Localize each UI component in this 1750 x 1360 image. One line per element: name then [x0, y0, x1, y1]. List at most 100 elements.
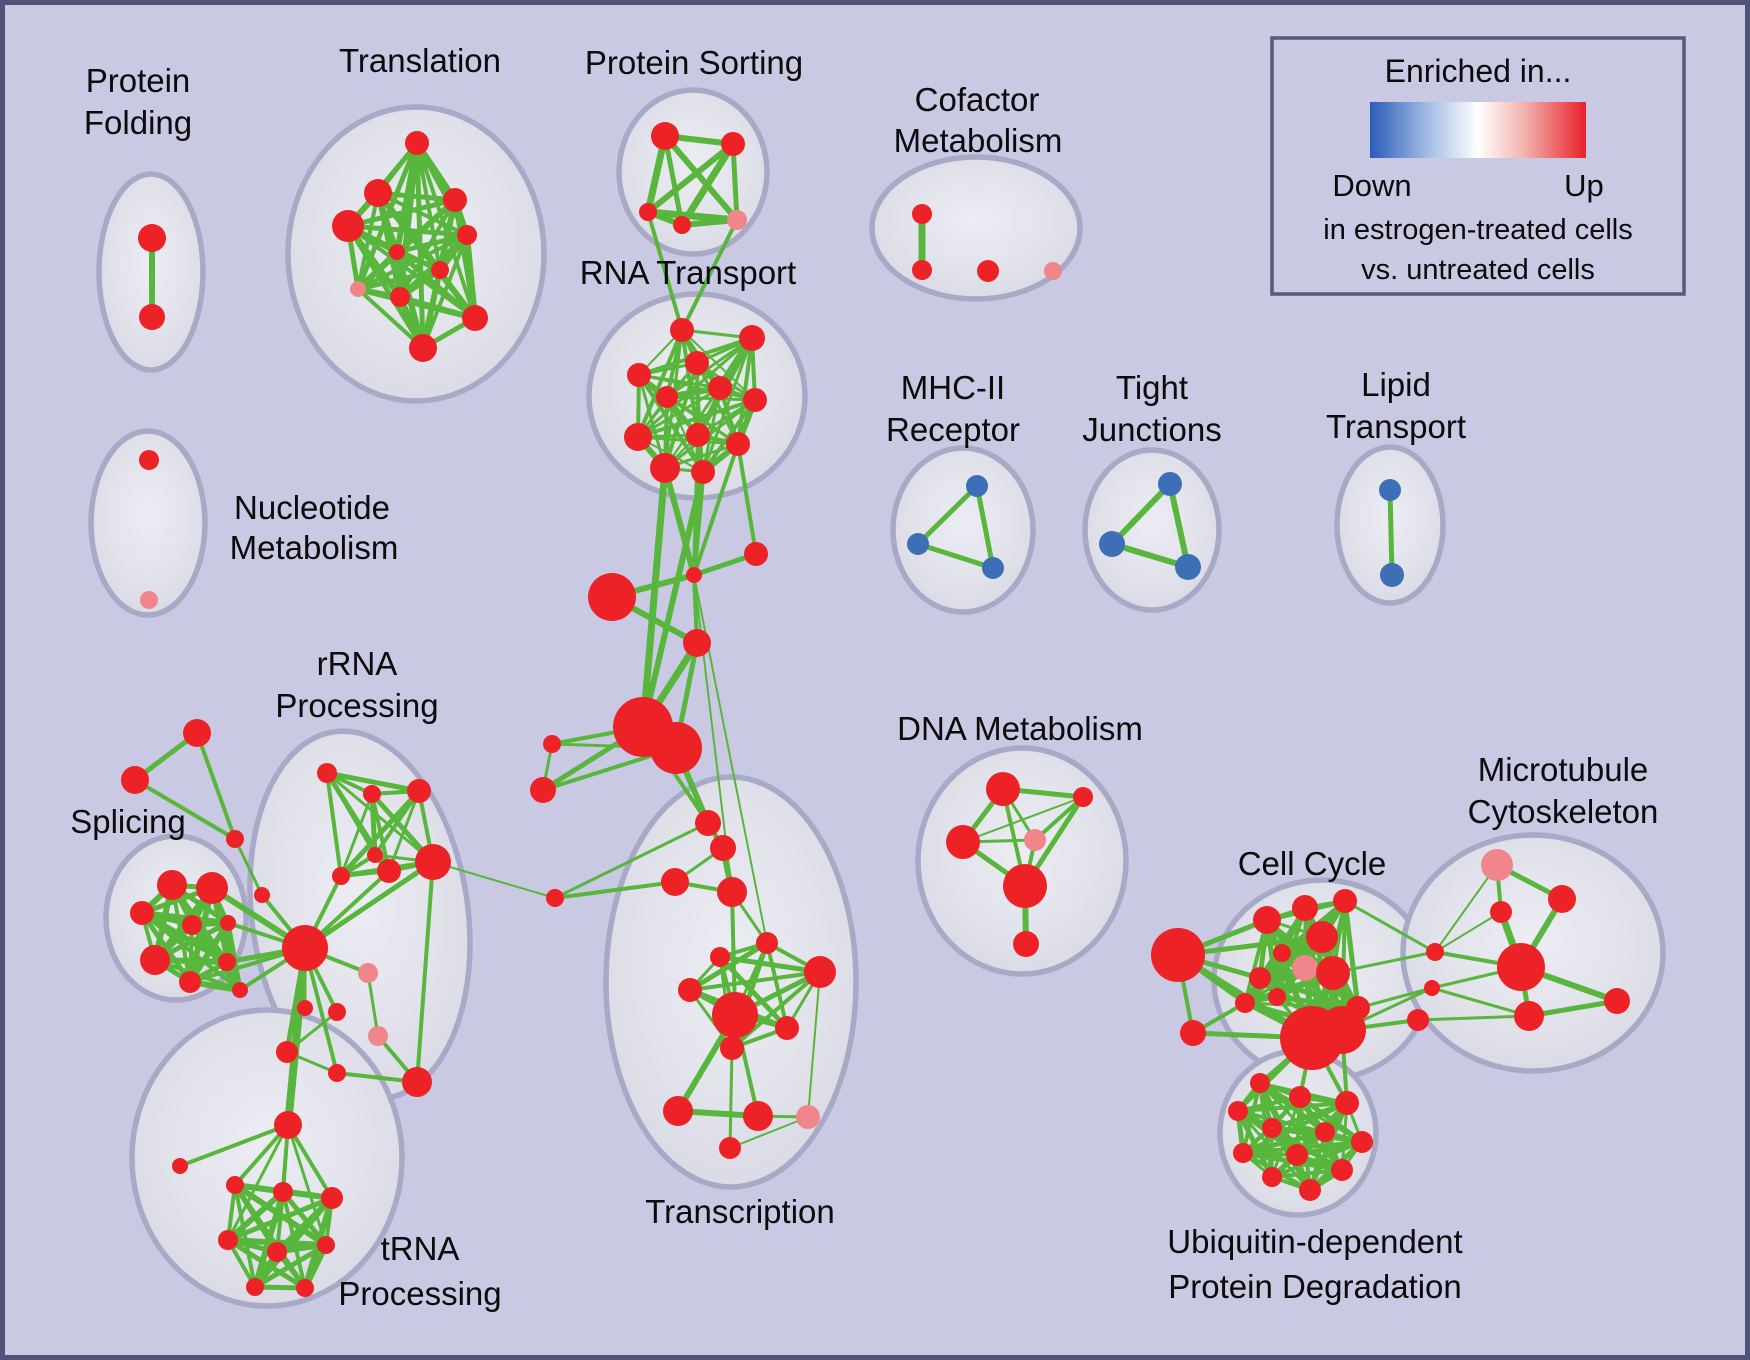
gene-set-node-t4 [332, 210, 364, 242]
cluster-label-protein-sorting-0: Protein Sorting [585, 44, 803, 81]
gene-set-node-cc3 [1292, 895, 1318, 921]
cluster-ellipse-tight-junctions [1082, 447, 1222, 613]
edge-rna-transport-mesh [638, 374, 756, 401]
gene-set-node-ps3 [639, 203, 657, 221]
gene-set-node-u4 [273, 1182, 293, 1202]
label-layer: Protein Folding Translation Protein Sorting… [70, 42, 1658, 1312]
edge [1430, 986, 1531, 1018]
gene-set-node-tr15 [719, 1137, 741, 1159]
cluster-label-mhc-ii-receptor-0: MHC-II [901, 369, 1005, 406]
edge [1416, 1014, 1531, 1022]
gene-set-node-mh2 [907, 533, 929, 555]
gene-set-node-rr2 [363, 785, 381, 803]
gene-set-node-rr1 [317, 763, 337, 783]
cluster-label-microtubule-cytoskeleton-1: Cytoskeleton [1468, 793, 1659, 830]
gene-set-node-u9 [246, 1278, 264, 1296]
gene-set-node-a2 [121, 766, 149, 794]
edge-ubiquitin-mesh [1270, 1168, 1344, 1179]
edge [1434, 864, 1498, 953]
gene-set-node-c4 [683, 629, 711, 657]
gene-set-node-o1 [1426, 943, 1444, 961]
gene-set-node-q6 [1315, 1122, 1335, 1142]
gene-set-node-pf2 [139, 304, 165, 330]
edge [233, 837, 264, 897]
gene-set-node-cf1 [912, 204, 932, 224]
edge [415, 860, 435, 1084]
edge-rna-transport-mesh [665, 336, 754, 399]
gene-set-node-rt2 [739, 325, 765, 351]
edge [962, 796, 1084, 843]
cluster-label-dna-metabolism-0: DNA Metabolism [897, 710, 1143, 747]
cluster-label-protein-folding-1: Folding [84, 104, 192, 141]
gene-set-node-c2 [744, 542, 768, 566]
edge-protein-sorting-mesh [645, 141, 736, 215]
gene-set-node-lp1 [1379, 479, 1401, 501]
edge [728, 1046, 734, 1150]
gene-set-node-s2 [196, 872, 228, 904]
gene-set-node-tr8 [678, 978, 702, 1002]
gene-set-node-t2 [364, 179, 392, 207]
edge [807, 971, 821, 1118]
gene-set-node-rt10 [726, 432, 750, 456]
gene-set-node-u7 [267, 1242, 287, 1262]
edge-rna-transport-mesh [637, 373, 705, 474]
gene-set-node-rt4 [627, 363, 651, 387]
edge [1356, 986, 1434, 1010]
gene-set-node-mc6 [1514, 1001, 1544, 1031]
gene-set-node-rr14 [297, 1000, 313, 1016]
edge-translation-mesh [376, 191, 469, 237]
gene-set-node-u3 [226, 1176, 244, 1194]
edge-trna-hex-mesh [252, 1242, 329, 1290]
gene-set-node-rr12 [328, 1064, 346, 1082]
gene-set-node-s9 [232, 982, 248, 998]
cluster-ellipse-mhc-ii-receptor [890, 445, 1036, 615]
gene-set-node-t11 [409, 334, 437, 362]
gene-set-node-tr5 [710, 947, 730, 967]
edge-rna-transport-mesh [636, 328, 684, 439]
cluster-label-cofactor-metabolism-0: Cofactor [915, 81, 1040, 118]
gene-set-node-cc5 [1306, 921, 1338, 953]
cluster-label-cell-cycle-0: Cell Cycle [1238, 845, 1387, 882]
edge [729, 1116, 809, 1149]
edge-translation-mesh [394, 232, 470, 255]
gene-set-node-rr7 [415, 844, 451, 880]
cluster-label-lipid-transport-1: Transport [1326, 408, 1466, 445]
gene-set-node-c1 [686, 567, 702, 583]
gene-set-node-s4 [182, 915, 202, 935]
gene-set-node-q2 [1289, 1086, 1311, 1108]
gene-set-node-rt6 [656, 386, 678, 408]
edge [1109, 541, 1191, 570]
edge [195, 731, 237, 841]
gene-set-node-rr11 [276, 1041, 298, 1063]
edge-trna-hex-mesh [225, 1189, 286, 1243]
gene-set-node-u5 [321, 1187, 343, 1209]
legend: Enriched in... Down Up in estrogen-treated … [1270, 36, 1686, 296]
gene-set-node-q12 [1299, 1179, 1321, 1201]
gene-set-node-tr1 [695, 810, 721, 836]
edge [974, 483, 996, 571]
gene-set-node-mh3 [982, 557, 1004, 579]
legend-caption-line2: vs. untreated cells [1361, 254, 1595, 286]
gene-set-node-rrH [282, 925, 328, 971]
gene-set-node-rt8 [686, 423, 710, 447]
edge-translation-mesh [355, 249, 400, 292]
edge-ubiquitin-mesh [1270, 1140, 1364, 1179]
gene-set-node-c6 [530, 777, 556, 803]
cluster-label-nucleotide-metabolism-1: Metabolism [230, 529, 399, 566]
gene-set-node-tr9 [712, 992, 758, 1038]
gene-set-node-tr13 [743, 1101, 773, 1131]
gene-set-node-cc10 [1268, 988, 1286, 1006]
gene-set-node-t3 [443, 188, 467, 212]
edge [1343, 899, 1437, 954]
gene-set-node-cc7 [1249, 967, 1271, 989]
gene-set-node-q4 [1335, 1091, 1359, 1115]
edge-translation-mesh [345, 223, 470, 238]
edge [662, 465, 697, 578]
edge-translation-mesh [356, 287, 425, 350]
edge-rna-transport-mesh [681, 329, 756, 401]
gene-set-node-u2 [172, 1158, 188, 1174]
edge-transcription-mid-mesh [730, 970, 822, 1050]
gene-set-node-tj2 [1099, 531, 1125, 557]
